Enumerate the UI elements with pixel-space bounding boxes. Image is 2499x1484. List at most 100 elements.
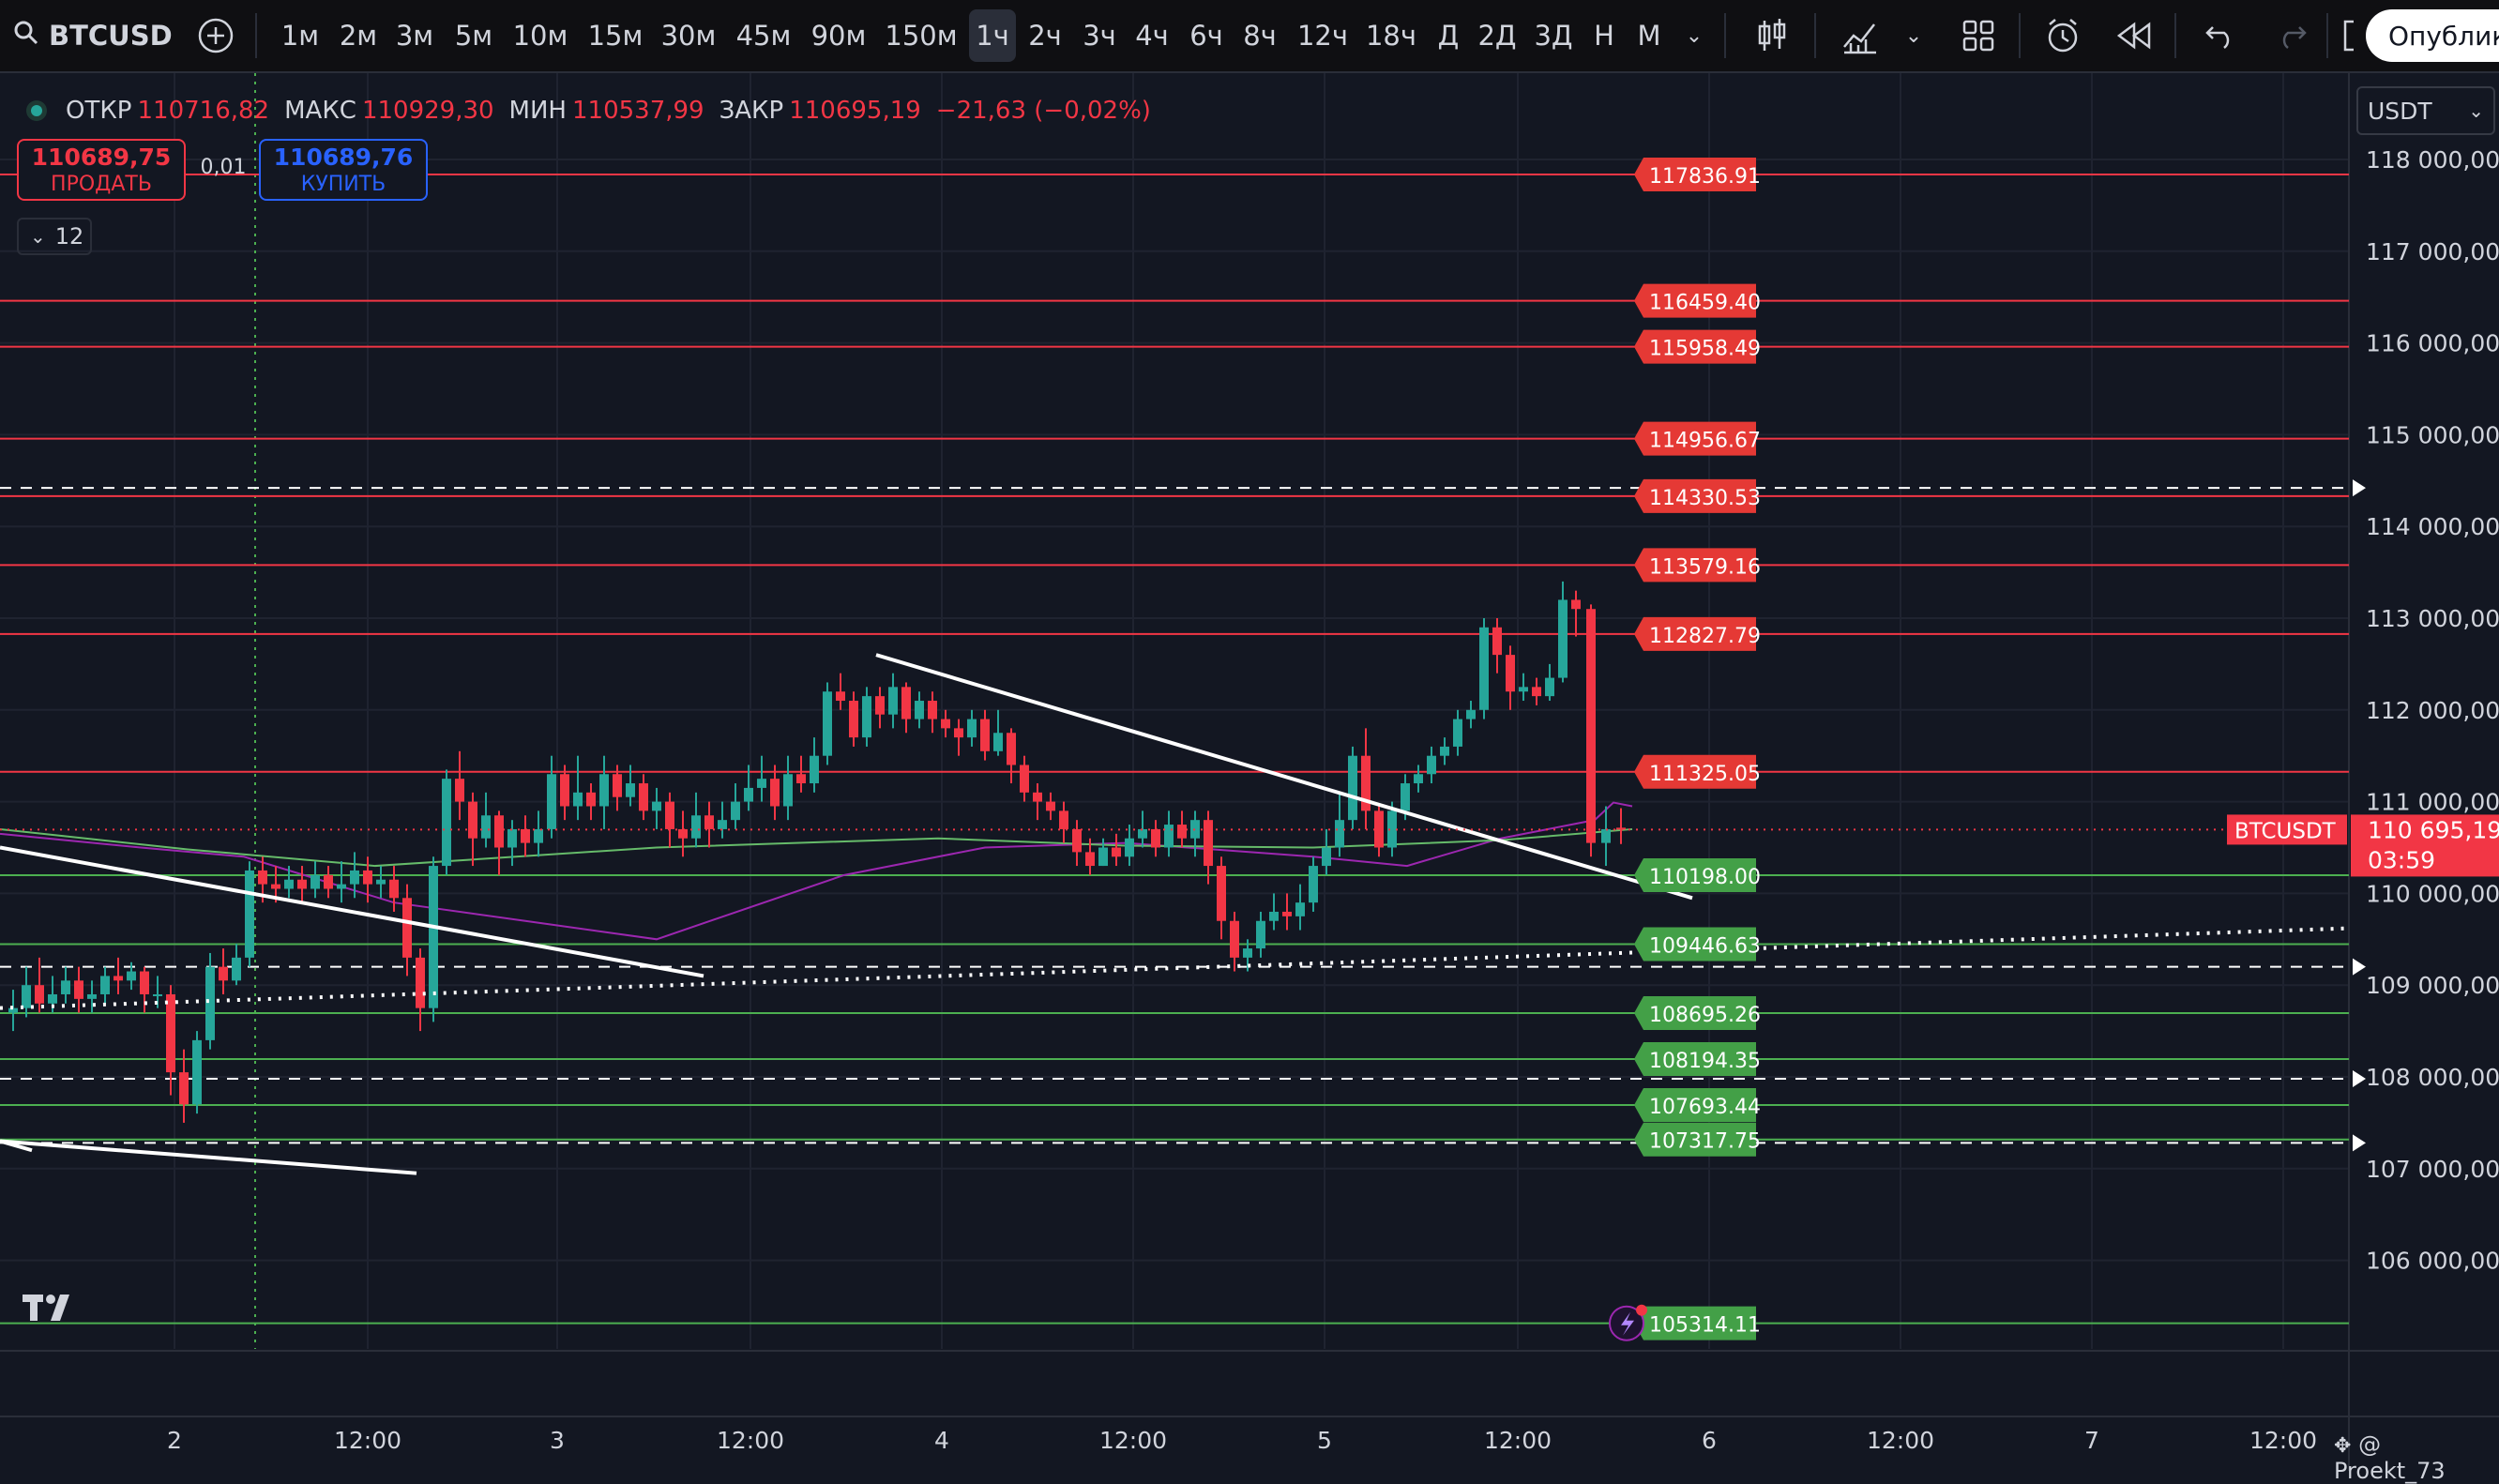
candle-body[interactable]	[1616, 827, 1626, 830]
candle-body[interactable]	[1453, 719, 1462, 747]
chart-area[interactable]: 117836.91 116459.40 115958.49 114956.67 1143…	[0, 73, 2499, 1471]
candle-body[interactable]	[140, 971, 149, 994]
interval-2Д[interactable]: 2Д	[1477, 20, 1517, 52]
interval-15м[interactable]: 15м	[587, 20, 644, 52]
candle-body[interactable]	[1072, 828, 1082, 853]
candle-body[interactable]	[1151, 828, 1160, 848]
candle-body[interactable]	[1374, 810, 1384, 848]
candle-body[interactable]	[179, 1072, 189, 1105]
candle-body[interactable]	[1348, 755, 1357, 821]
candles-chart-type-button[interactable]	[1749, 9, 1795, 62]
candle-body[interactable]	[718, 820, 727, 829]
candle-body[interactable]	[219, 966, 228, 981]
layout-button[interactable]	[1955, 9, 2002, 62]
fullscreen-icon[interactable]	[2340, 9, 2358, 62]
candle-body[interactable]	[1335, 820, 1344, 848]
candle-body[interactable]	[1440, 746, 1449, 756]
candle-body[interactable]	[258, 870, 267, 885]
candle-body[interactable]	[1282, 911, 1292, 916]
candle-body[interactable]	[849, 701, 858, 738]
candle-body[interactable]	[1361, 755, 1371, 811]
currency-select[interactable]: USDT ⌄	[2356, 86, 2495, 135]
level-label-box[interactable]	[1634, 754, 1756, 789]
candle-body[interactable]	[48, 993, 57, 1004]
candle-body[interactable]	[862, 696, 871, 738]
candle-body[interactable]	[1387, 810, 1397, 848]
candle-body[interactable]	[1059, 810, 1068, 829]
interval-3Д[interactable]: 3Д	[1534, 20, 1573, 52]
candle-body[interactable]	[22, 985, 31, 1008]
candle-body[interactable]	[35, 985, 44, 1004]
level-label-box[interactable]	[1634, 616, 1756, 651]
level-label-box[interactable]	[1634, 1122, 1756, 1157]
candle-body[interactable]	[455, 779, 464, 802]
level-label-box[interactable]	[1634, 478, 1756, 513]
candle-body[interactable]	[613, 774, 622, 797]
interval-90м[interactable]: 90м	[810, 20, 867, 52]
candle-body[interactable]	[1492, 627, 1502, 656]
symbol-search[interactable]: BTCUSD	[13, 9, 173, 62]
candle-body[interactable]	[1601, 828, 1611, 843]
replay-button[interactable]	[2111, 9, 2158, 62]
candle-body[interactable]	[389, 879, 399, 899]
interval-3м[interactable]: 3м	[395, 20, 434, 52]
candle-body[interactable]	[744, 787, 753, 802]
candle-body[interactable]	[928, 701, 937, 719]
candle-body[interactable]	[731, 801, 740, 821]
candle-body[interactable]	[192, 1039, 202, 1105]
add-symbol-button[interactable]	[193, 9, 238, 62]
price-chart[interactable]: 117836.91 116459.40 115958.49 114956.67 1143…	[0, 73, 2499, 1471]
candle-body[interactable]	[691, 815, 701, 839]
trend-line[interactable]	[0, 1139, 417, 1175]
interval-12ч[interactable]: 12ч	[1296, 20, 1349, 52]
candle-body[interactable]	[1571, 599, 1581, 610]
candle-body[interactable]	[954, 728, 963, 738]
candle-body[interactable]	[626, 783, 635, 797]
candle-body[interactable]	[796, 774, 806, 784]
level-label-box[interactable]	[1634, 157, 1756, 191]
candle-body[interactable]	[757, 779, 766, 788]
interval-2ч[interactable]: 2ч	[1028, 20, 1062, 52]
candle-body[interactable]	[573, 792, 583, 807]
candle-body[interactable]	[1085, 852, 1095, 867]
candle-body[interactable]	[74, 980, 83, 999]
candle-body[interactable]	[639, 783, 648, 811]
candle-body[interactable]	[678, 828, 688, 839]
interval-1м[interactable]: 1м	[280, 20, 320, 52]
candle-body[interactable]	[324, 874, 333, 889]
candle-body[interactable]	[1204, 820, 1213, 867]
candle-body[interactable]	[402, 898, 412, 958]
interval-4ч[interactable]: 4ч	[1135, 20, 1169, 52]
interval-2м[interactable]: 2м	[339, 20, 378, 52]
candle-body[interactable]	[1295, 902, 1305, 916]
candle-body[interactable]	[1217, 866, 1226, 921]
interval-3ч[interactable]: 3ч	[1083, 20, 1116, 52]
candle-body[interactable]	[153, 993, 162, 996]
candle-body[interactable]	[901, 687, 911, 719]
candle-body[interactable]	[704, 815, 714, 829]
candle-body[interactable]	[1098, 847, 1108, 867]
candle-body[interactable]	[8, 1007, 18, 1013]
level-label-box[interactable]	[1634, 283, 1756, 318]
candle-body[interactable]	[1545, 677, 1554, 697]
interval-5м[interactable]: 5м	[454, 20, 493, 52]
candle-body[interactable]	[205, 966, 215, 1040]
candle-body[interactable]	[1586, 609, 1596, 843]
interval-10м[interactable]: 10м	[512, 20, 568, 52]
candle-body[interactable]	[416, 957, 425, 1008]
candle-body[interactable]	[297, 879, 307, 889]
candle-body[interactable]	[941, 719, 950, 729]
candle-body[interactable]	[376, 879, 386, 885]
level-label-box[interactable]	[1634, 329, 1756, 364]
candle-body[interactable]	[1138, 828, 1147, 839]
candle-body[interactable]	[783, 774, 793, 807]
candle-body[interactable]	[350, 870, 359, 885]
candle-body[interactable]	[810, 755, 819, 784]
candle-body[interactable]	[1322, 847, 1331, 867]
interval-45м[interactable]: 45м	[735, 20, 792, 52]
candle-body[interactable]	[429, 866, 438, 1008]
candle-body[interactable]	[310, 874, 320, 889]
candle-body[interactable]	[284, 879, 294, 889]
candle-body[interactable]	[1558, 599, 1568, 678]
level-label-box[interactable]	[1634, 858, 1756, 893]
